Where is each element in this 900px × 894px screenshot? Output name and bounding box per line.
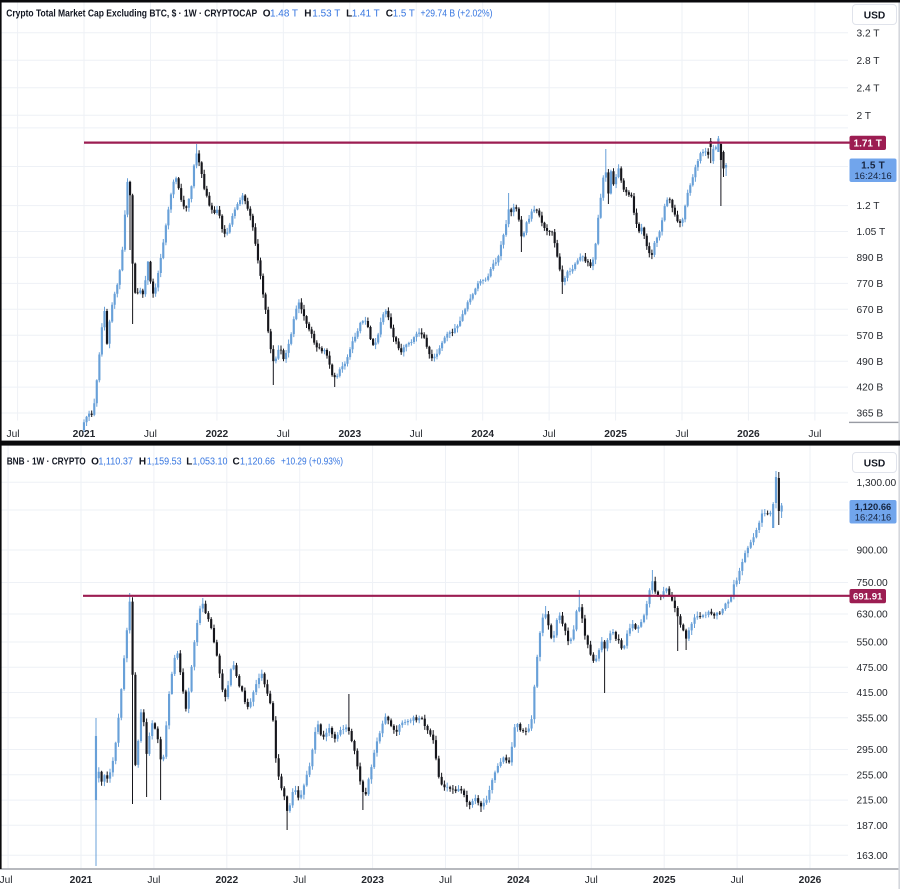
svg-text:1.05 T: 1.05 T — [857, 227, 886, 238]
svg-text:1.5 T: 1.5 T — [393, 9, 415, 20]
svg-text:1.53 T: 1.53 T — [312, 9, 340, 20]
svg-text:490 B: 490 B — [857, 357, 884, 368]
svg-text:Jul: Jul — [293, 875, 306, 886]
svg-text:Jul: Jul — [731, 875, 744, 886]
svg-text:1.48 T: 1.48 T — [270, 9, 298, 20]
svg-text:1.5 T: 1.5 T — [861, 160, 885, 171]
svg-text:630.00: 630.00 — [857, 610, 888, 621]
svg-text:255.00: 255.00 — [857, 770, 888, 781]
svg-text:H: H — [304, 9, 311, 20]
svg-text:Jul: Jul — [585, 875, 598, 886]
svg-text:L: L — [346, 9, 352, 20]
svg-text:2023: 2023 — [338, 429, 361, 440]
svg-text:BNB · 1W · CRYPTO: BNB · 1W · CRYPTO — [7, 456, 86, 468]
svg-text:Jul: Jul — [439, 875, 452, 886]
svg-text:355.00: 355.00 — [857, 713, 888, 724]
svg-text:+10.29 (+0.93%): +10.29 (+0.93%) — [281, 457, 343, 468]
svg-text:1,120.66: 1,120.66 — [855, 501, 892, 512]
svg-text:187.00: 187.00 — [857, 821, 888, 832]
svg-text:770 B: 770 B — [857, 279, 884, 290]
svg-text:Jul: Jul — [0, 875, 13, 886]
svg-text:215.00: 215.00 — [857, 796, 888, 807]
svg-text:O: O — [91, 457, 99, 468]
svg-text:2026: 2026 — [799, 875, 822, 886]
svg-text:2022: 2022 — [215, 875, 238, 886]
svg-text:750.00: 750.00 — [857, 578, 888, 589]
svg-text:Jul: Jul — [543, 429, 556, 440]
svg-text:163.00: 163.00 — [857, 851, 888, 862]
svg-text:Jul: Jul — [675, 429, 688, 440]
svg-text:2023: 2023 — [361, 875, 384, 886]
svg-text:USD: USD — [864, 11, 886, 22]
svg-text:1,110.37: 1,110.37 — [98, 457, 133, 468]
svg-text:2025: 2025 — [604, 429, 627, 440]
svg-text:3.2 T: 3.2 T — [857, 28, 880, 39]
svg-text:550.00: 550.00 — [857, 638, 888, 649]
svg-text:Jul: Jul — [808, 429, 821, 440]
svg-text:16:24:16: 16:24:16 — [854, 171, 891, 182]
svg-text:475.00: 475.00 — [857, 663, 888, 674]
svg-text:USD: USD — [864, 459, 886, 470]
svg-text:2021: 2021 — [70, 875, 93, 886]
svg-text:Jul: Jul — [277, 429, 290, 440]
svg-text:691.91: 691.91 — [853, 592, 883, 603]
svg-text:Crypto Total Market Cap Exclud: Crypto Total Market Cap Excluding BTC, $… — [6, 8, 257, 20]
svg-text:2025: 2025 — [653, 875, 676, 886]
svg-text:Jul: Jul — [410, 429, 423, 440]
svg-text:1.71 T: 1.71 T — [854, 138, 882, 149]
svg-text:2.8 T: 2.8 T — [857, 56, 880, 67]
svg-text:570 B: 570 B — [857, 331, 884, 342]
svg-text:16:24:16: 16:24:16 — [855, 511, 892, 522]
svg-text:1.2 T: 1.2 T — [857, 201, 880, 212]
svg-text:2024: 2024 — [471, 429, 494, 440]
svg-text:1,300.00: 1,300.00 — [857, 478, 897, 489]
svg-text:900.00: 900.00 — [857, 546, 888, 557]
svg-text:Jul: Jul — [6, 429, 19, 440]
svg-text:295.00: 295.00 — [857, 745, 888, 756]
svg-text:2022: 2022 — [206, 429, 229, 440]
svg-text:2 T: 2 T — [857, 111, 872, 122]
svg-text:+29.74 B (+2.02%): +29.74 B (+2.02%) — [421, 9, 493, 20]
svg-text:Jul: Jul — [147, 875, 160, 886]
svg-text:H: H — [139, 457, 146, 468]
svg-text:420 B: 420 B — [857, 383, 884, 394]
svg-text:C: C — [233, 457, 240, 468]
svg-text:2021: 2021 — [73, 429, 96, 440]
svg-text:L: L — [186, 457, 192, 468]
svg-text:2026: 2026 — [737, 429, 760, 440]
svg-text:1,120.66: 1,120.66 — [240, 457, 275, 468]
svg-text:C: C — [386, 9, 393, 20]
svg-text:1.41 T: 1.41 T — [352, 9, 380, 20]
svg-text:2.4 T: 2.4 T — [857, 83, 880, 94]
svg-text:1,159.53: 1,159.53 — [147, 457, 182, 468]
svg-text:2024: 2024 — [507, 875, 530, 886]
svg-text:890 B: 890 B — [857, 253, 884, 264]
svg-text:365 B: 365 B — [857, 409, 884, 420]
svg-text:670 B: 670 B — [857, 305, 884, 316]
svg-text:415.00: 415.00 — [857, 688, 888, 699]
svg-text:Jul: Jul — [144, 429, 157, 440]
svg-text:O: O — [263, 9, 271, 20]
svg-text:1,053.10: 1,053.10 — [193, 457, 228, 468]
